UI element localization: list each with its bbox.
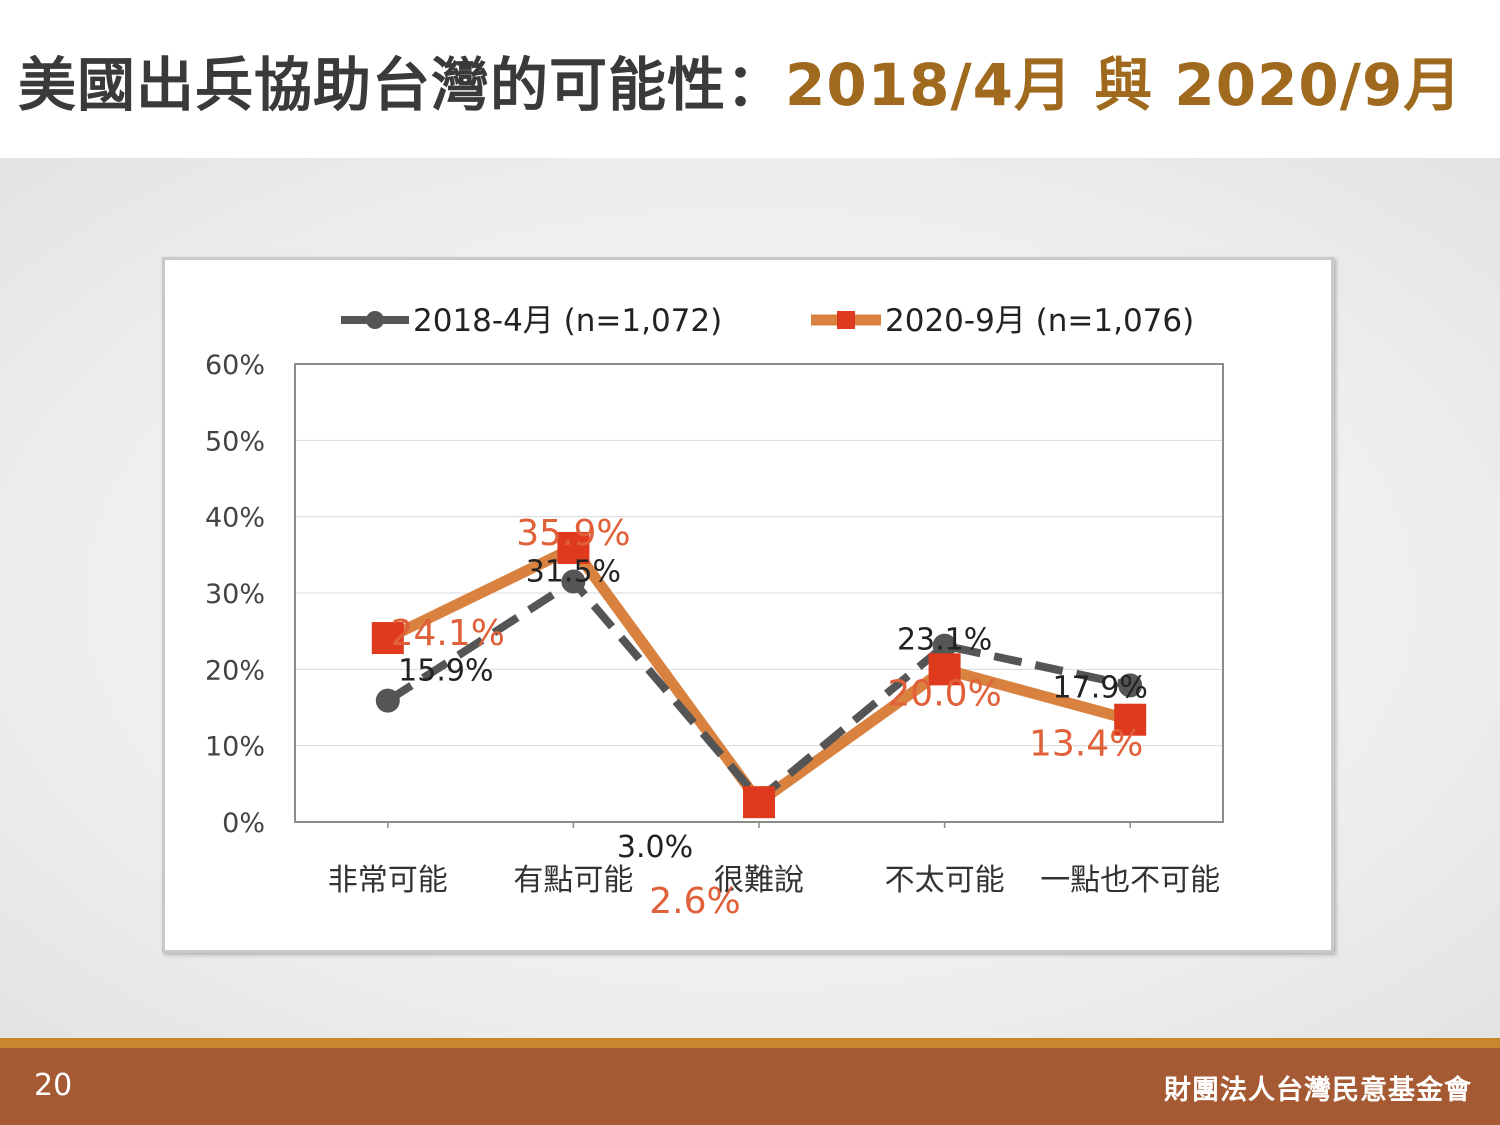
legend-2018-label: 2018-4月 (n=1,072) bbox=[413, 303, 722, 339]
series-2018-label: 17.9% bbox=[1053, 670, 1148, 705]
footer-accent-bar bbox=[0, 1038, 1500, 1048]
series-2018-label: 31.5% bbox=[526, 555, 621, 590]
y-tick-label: 0% bbox=[222, 808, 265, 839]
legend-2020-label: 2020-9月 (n=1,076) bbox=[885, 303, 1194, 339]
series-2018-label: 23.1% bbox=[897, 623, 992, 658]
series-2020-label: 35.9% bbox=[516, 513, 630, 554]
series-2020-point bbox=[557, 531, 590, 564]
axes: 0% 10% 20% 30% 40% 50% 60% 非常可能 有點可能 很難說 不太可能 一點也不可… bbox=[205, 350, 1224, 898]
series-2020-label: 2.6% bbox=[649, 881, 740, 922]
x-tick-label: 不太可能 bbox=[885, 863, 1005, 898]
legend-2018-swatch-marker bbox=[366, 311, 384, 329]
page-number: 20 bbox=[34, 1068, 73, 1103]
series-lines bbox=[371, 531, 1147, 819]
title-dates: 2018/4月 與 2020/9月 bbox=[785, 51, 1463, 119]
footer: 20 財團法人台灣民意基金會 bbox=[0, 1048, 1500, 1125]
series-2020-label: 13.4% bbox=[1029, 724, 1143, 765]
series-2018-label: 15.9% bbox=[398, 654, 493, 689]
y-tick-label: 40% bbox=[205, 503, 265, 534]
x-tick-label: 很難說 bbox=[714, 863, 804, 898]
x-tick-label: 有點可能 bbox=[513, 863, 633, 898]
series-2020-point bbox=[371, 622, 404, 655]
title-bar: 美國出兵協助台灣的可能性：2018/4月 與 2020/9月 bbox=[0, 0, 1500, 158]
line-chart: 0% 10% 20% 30% 40% 50% 60% 非常可能 有點可能 很難說 不太可能 一點也不可… bbox=[205, 303, 1224, 922]
series-2020-point bbox=[928, 653, 961, 686]
y-tick-label: 10% bbox=[205, 732, 265, 763]
slide-title: 美國出兵協助台灣的可能性：2018/4月 與 2020/9月 bbox=[18, 38, 1462, 122]
title-main: 美國出兵協助台灣的可能性： bbox=[18, 51, 786, 119]
series-2020-line bbox=[385, 541, 1132, 810]
y-tick-label: 30% bbox=[205, 579, 265, 610]
grid-lines bbox=[295, 439, 1223, 747]
organization-name: 財團法人台灣民意基金會 bbox=[1164, 1075, 1472, 1106]
legend-2020-swatch-marker bbox=[837, 311, 855, 329]
series-2020-point bbox=[1114, 703, 1147, 736]
series-2020-point bbox=[743, 786, 775, 819]
data-labels: 15.9% 31.5% 3.0% 23.1% 17.9% 24.1% 35.9% 2.6% 20… bbox=[391, 513, 1148, 922]
y-tick-label: 50% bbox=[205, 426, 265, 457]
chart-frame: 0% 10% 20% 30% 40% 50% 60% 非常可能 有點可能 很難說 不太可能 一點也不可… bbox=[162, 257, 1334, 953]
series-2018-label: 3.0% bbox=[617, 830, 693, 865]
series-2018-point bbox=[375, 688, 400, 713]
x-tick-label: 一點也不可能 bbox=[1040, 863, 1220, 898]
series-2018-point bbox=[1118, 673, 1143, 698]
series-2018-point bbox=[561, 569, 586, 594]
y-tick-label: 60% bbox=[205, 350, 265, 381]
y-tick-label: 20% bbox=[205, 655, 265, 686]
series-2020-label: 24.1% bbox=[391, 613, 505, 654]
series-2020-label: 20.0% bbox=[887, 673, 1001, 714]
legend: 2018-4月 (n=1,072) 2020-9月 (n=1,076) bbox=[341, 303, 1194, 339]
x-tick-label: 非常可能 bbox=[328, 863, 448, 898]
series-2018-point bbox=[932, 633, 957, 658]
